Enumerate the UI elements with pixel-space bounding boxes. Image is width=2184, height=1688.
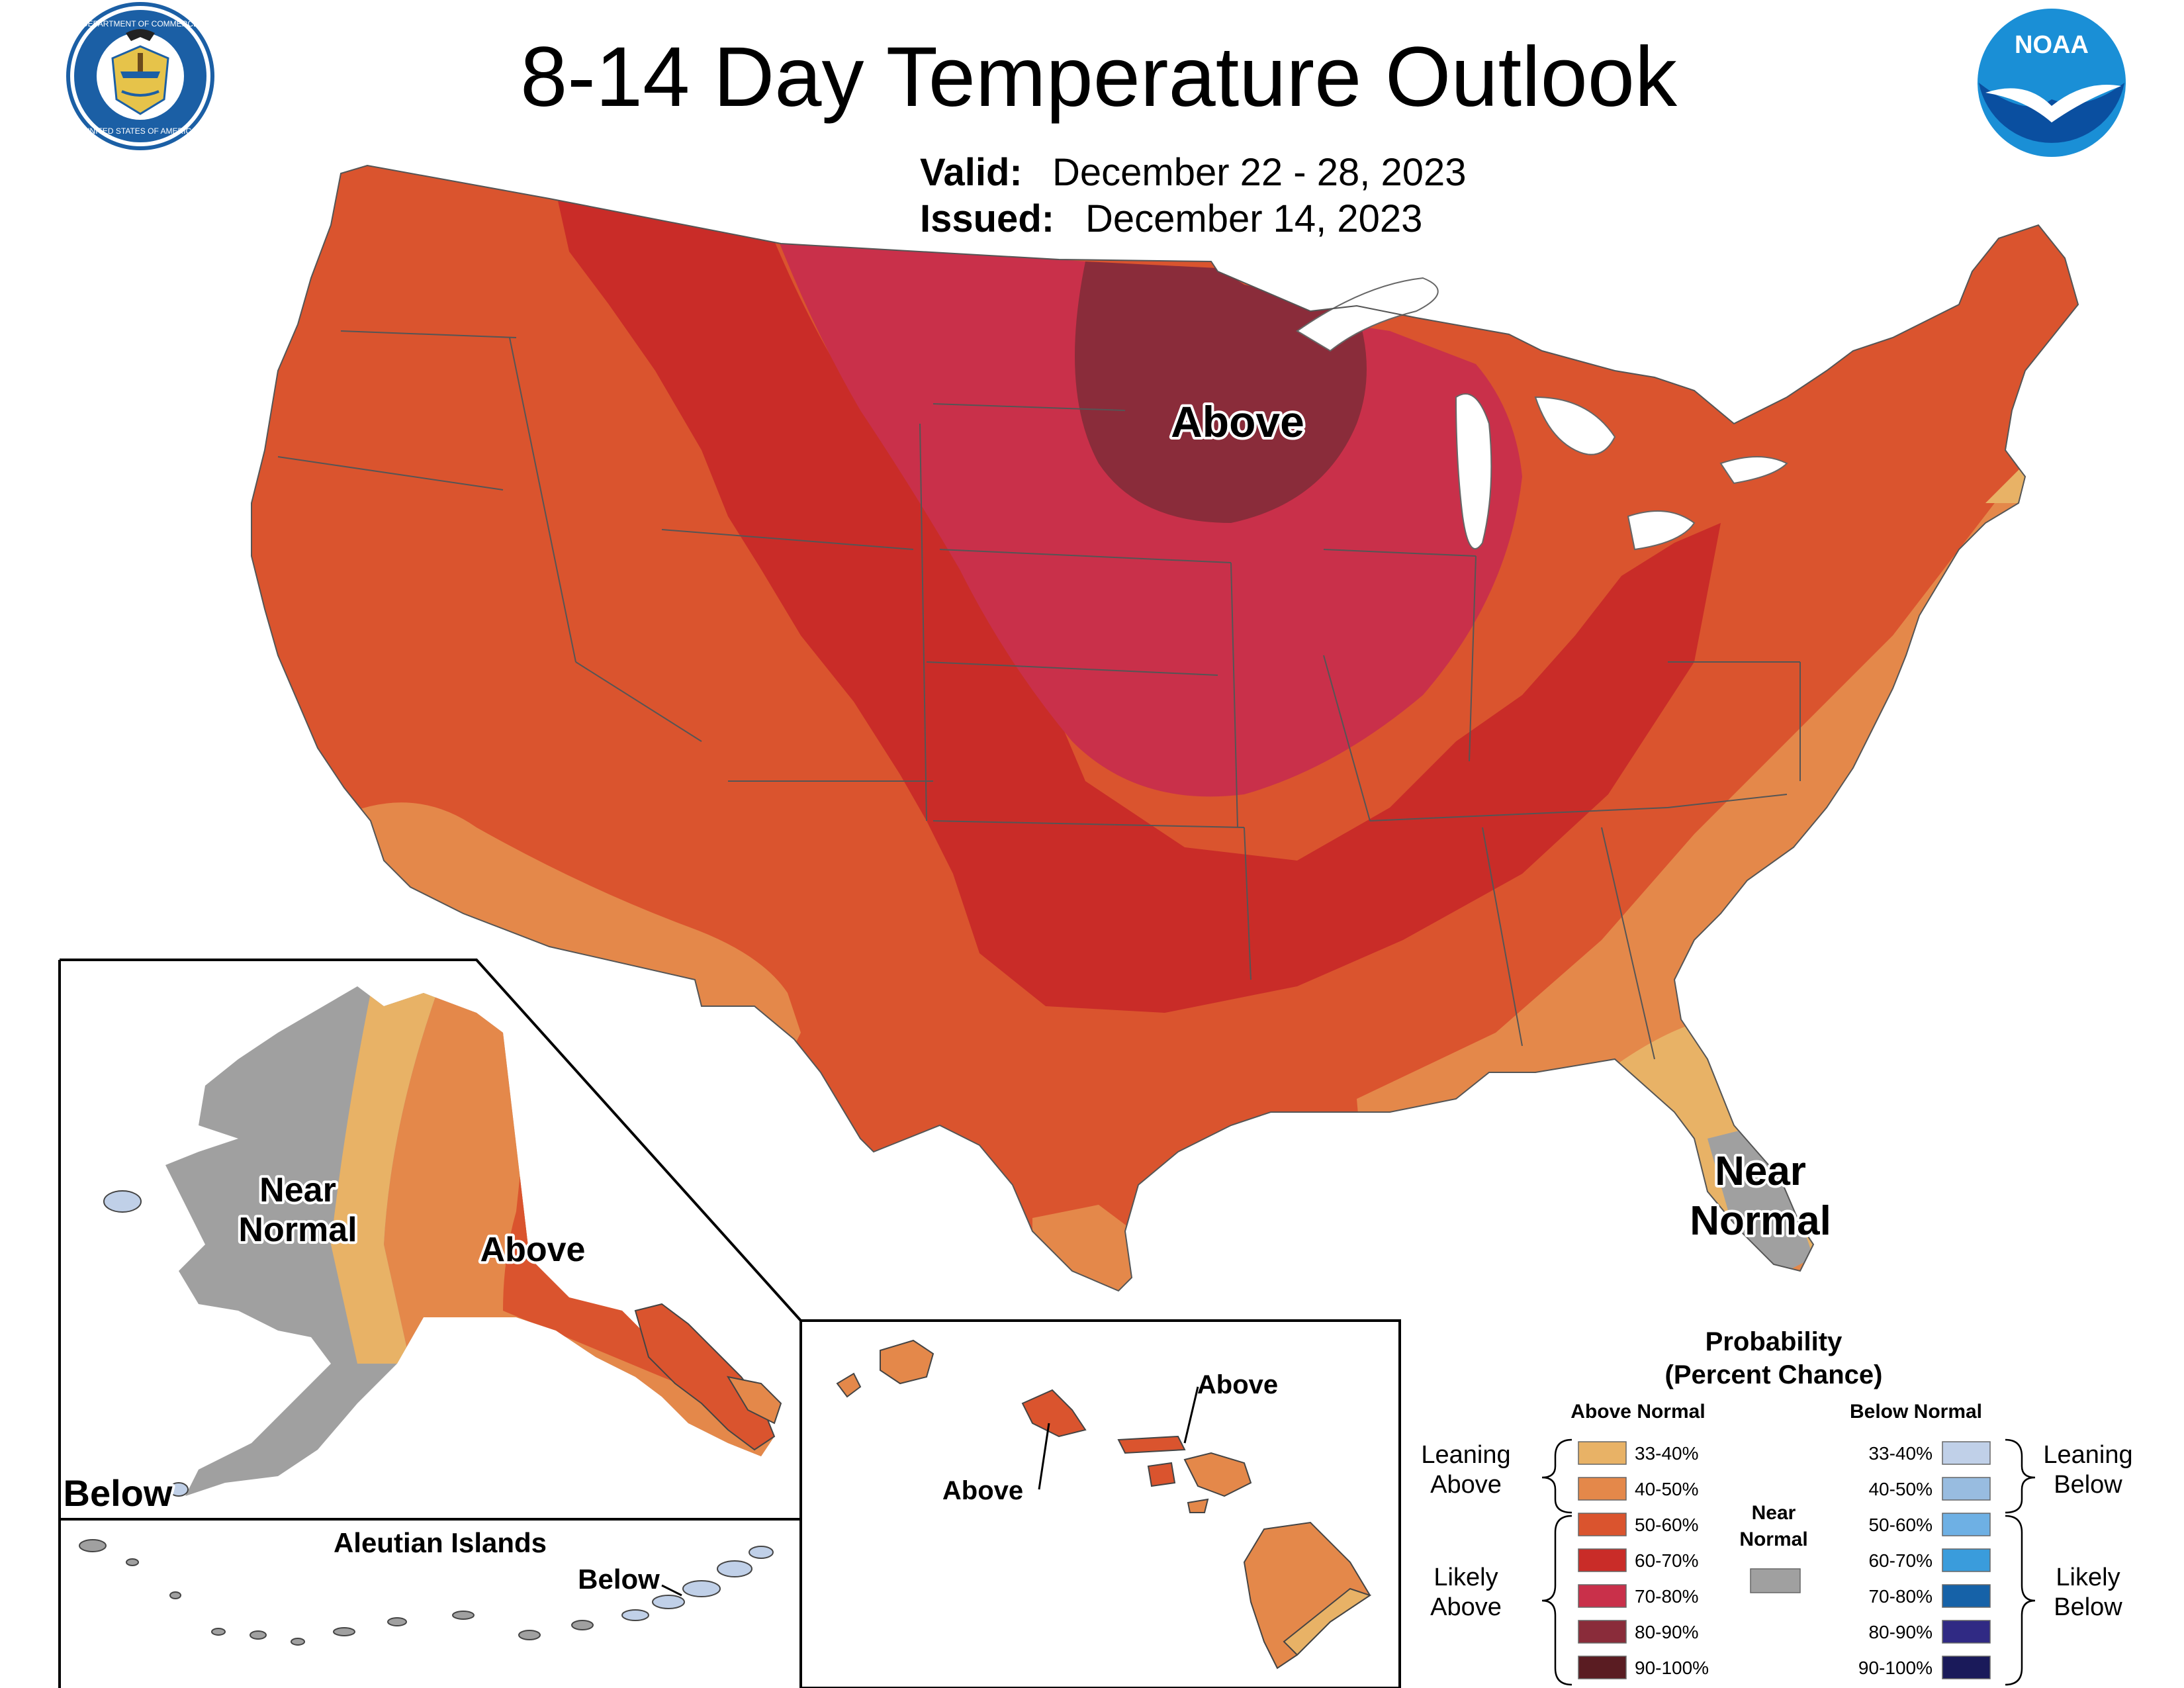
legend-above-swatch-4 — [1578, 1584, 1627, 1608]
aleutian-title: Aleutian Islands — [334, 1527, 547, 1558]
valid-dates: December 22 - 28, 2023 — [1052, 151, 1466, 194]
hawaii-island-kauai — [880, 1339, 934, 1385]
legend-near-normal-swatch — [1750, 1568, 1801, 1593]
legend-above-label-5: 80-90% — [1635, 1622, 1699, 1642]
alaska-inset: Near Normal Above Below Aleutian Islands… — [58, 959, 802, 1688]
legend-below-swatch-1 — [1942, 1477, 1991, 1501]
legend-above-label-3: 60-70% — [1635, 1550, 1699, 1571]
department-of-commerce-seal-icon: DEPARTMENT OF COMMERCE UNITED STATES OF … — [66, 2, 214, 150]
noaa-logo-icon: NOAA — [1978, 9, 2126, 157]
legend-leaning-below-line1: Leaning — [2043, 1441, 2132, 1469]
hawaii-above-label-2: Above — [942, 1476, 1023, 1505]
alaska-near-label-line1: Near — [259, 1171, 336, 1209]
legend-brace-likely-above — [1541, 1515, 1572, 1686]
legend-near-header-line1: Near — [1752, 1502, 1796, 1524]
legend-likely-above-line1: Likely — [1433, 1564, 1498, 1591]
legend-above-swatch-3 — [1578, 1548, 1627, 1572]
legend-near-header-line2: Normal — [1739, 1528, 1807, 1550]
legend-above-label-0: 33-40% — [1635, 1443, 1699, 1464]
legend-above-label-4: 70-80% — [1635, 1586, 1699, 1607]
issued-date: December 14, 2023 — [1085, 197, 1422, 240]
legend-leaning-above-line1: Leaning — [1421, 1441, 1510, 1469]
page-title: 8-14 Day Temperature Outlook — [520, 30, 1678, 124]
legend-below-label-0: 33-40% — [1868, 1443, 1933, 1464]
legend-above-swatch-5 — [1578, 1620, 1627, 1644]
alaska-below-label: Below — [64, 1472, 173, 1514]
legend-title-line2: (Percent Chance) — [1665, 1360, 1883, 1389]
legend-likely-below-line2: Below — [2054, 1593, 2122, 1621]
hawaii-inset: Above Above — [799, 1319, 1401, 1688]
legend-above-label-6: 90-100% — [1635, 1658, 1709, 1678]
legend-brace-leaning-below — [2005, 1438, 2036, 1514]
probability-legend: Probability (Percent Chance) Above Norma… — [1421, 1327, 2133, 1686]
alaska-near-label-line2: Normal — [238, 1211, 357, 1249]
legend-below-swatch-5 — [1942, 1620, 1991, 1644]
aleutian-below-label: Below — [578, 1564, 660, 1595]
legend-below-label-3: 60-70% — [1868, 1550, 1933, 1571]
legend-above-header: Above Normal — [1570, 1401, 1705, 1423]
conus-near-label-line2: Normal — [1690, 1198, 1831, 1244]
aleutian-east-islands — [621, 1546, 774, 1621]
legend-likely-below-line1: Likely — [2056, 1564, 2120, 1591]
legend-below-header: Below Normal — [1850, 1401, 1982, 1423]
hawaii-island-niihau — [836, 1372, 862, 1398]
alaska-panhandle — [634, 1303, 776, 1451]
hawaii-island-molokai — [1117, 1435, 1186, 1454]
noaa-logo-text: NOAA — [2015, 31, 2089, 59]
valid-label: Valid: — [920, 151, 1023, 194]
state-borders — [251, 165, 2079, 1291]
hawaii-island-lanai — [1147, 1462, 1176, 1487]
seal-bottom-text: UNITED STATES OF AMERICA — [84, 126, 197, 136]
legend-brace-likely-below — [2005, 1515, 2036, 1686]
legend-above-swatches: 33-40% 40-50% 50-60% 60-70% 70-80% 80-90% 90-1… — [1578, 1441, 1709, 1679]
legend-below-label-6: 90-100% — [1858, 1658, 1933, 1678]
hawaii-above-label-1: Above — [1197, 1370, 1278, 1399]
legend-above-swatch-0 — [1578, 1441, 1627, 1465]
great-lakes — [1296, 277, 1788, 551]
legend-leaning-below-line2: Below — [2054, 1471, 2122, 1499]
legend-above-swatch-1 — [1578, 1477, 1627, 1501]
seal-top-text: DEPARTMENT OF COMMERCE — [82, 19, 199, 28]
legend-brace-leaning-above — [1541, 1438, 1572, 1514]
legend-below-label-2: 50-60% — [1868, 1515, 1933, 1535]
legend-above-label-2: 50-60% — [1635, 1515, 1699, 1535]
legend-below-label-5: 80-90% — [1868, 1622, 1933, 1642]
hawaii-island-oahu — [1021, 1389, 1087, 1438]
legend-below-swatch-2 — [1942, 1513, 1991, 1536]
legend-leaning-above-line2: Above — [1430, 1471, 1502, 1499]
legend-above-label-1: 40-50% — [1635, 1479, 1699, 1499]
legend-below-swatch-4 — [1942, 1584, 1991, 1608]
alaska-above-label: Above — [480, 1231, 586, 1269]
legend-below-label-1: 40-50% — [1868, 1479, 1933, 1499]
legend-above-swatch-2 — [1578, 1513, 1627, 1536]
legend-below-swatch-6 — [1942, 1656, 1991, 1679]
legend-title-line1: Probability — [1706, 1327, 1843, 1356]
hawaii-inset-frame — [799, 1319, 1401, 1688]
conus-above-label: Above — [1171, 397, 1304, 446]
hawaii-island-maui — [1183, 1452, 1252, 1497]
legend-below-swatches: 33-40% 40-50% 50-60% 60-70% 70-80% 80-90% 90-1… — [1858, 1441, 1991, 1679]
legend-above-swatch-6 — [1578, 1656, 1627, 1679]
aleutian-islands — [79, 1539, 594, 1646]
legend-below-swatch-3 — [1942, 1548, 1991, 1572]
issued-label: Issued: — [920, 197, 1054, 240]
legend-below-swatch-0 — [1942, 1441, 1991, 1465]
legend-likely-above-line2: Above — [1430, 1593, 1502, 1621]
legend-below-label-4: 70-80% — [1868, 1586, 1933, 1607]
conus-near-label-line1: Near — [1715, 1149, 1806, 1194]
hawaii-island-kahoolawe — [1187, 1498, 1209, 1513]
